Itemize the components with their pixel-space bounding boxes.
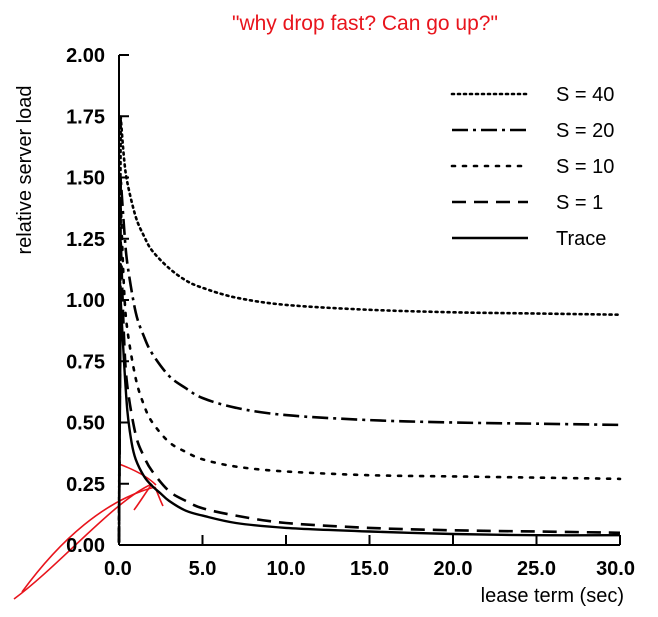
y-axis-title: relative server load [14, 86, 36, 255]
series-line-s-40 [117, 116, 622, 544]
y-tick-label: 0.25 [66, 474, 105, 496]
legend: S = 40 S = 20 S = 10 S = 1 Trace [450, 84, 614, 250]
series-line-s-20 [117, 177, 621, 543]
y-tick-label: 0.50 [66, 413, 105, 435]
series-line-s-10 [117, 201, 622, 544]
x-tick-label: 10.0 [267, 558, 306, 580]
legend-label-trace: Trace [556, 228, 606, 250]
handwritten-arrow-annotation [13, 463, 164, 600]
y-tick-label: 2.00 [66, 45, 105, 67]
y-tick-label: 0.75 [66, 351, 105, 373]
series-line-trace [117, 299, 621, 543]
x-tick-label: 15.0 [350, 558, 389, 580]
annotation-text: "why drop fast? Can go up?" [232, 12, 498, 35]
x-ticks: 0.0 5.0 10.0 15.0 20.0 25.0 30.0 [104, 535, 635, 580]
x-axis-title: lease term (sec) [481, 585, 624, 607]
legend-label-s-20: S = 20 [556, 120, 614, 142]
axes [118, 55, 620, 546]
x-tick-label: 25.0 [517, 558, 556, 580]
legend-label-s-40: S = 40 [556, 84, 614, 106]
legend-label-s-10: S = 10 [556, 156, 614, 178]
y-ticks: 0.00 0.25 0.50 0.75 1.00 1.25 1.50 1.75 2.00 [66, 45, 129, 557]
series-lines [117, 116, 622, 544]
y-tick-label: 1.50 [66, 168, 105, 190]
y-tick-label: 1.25 [66, 229, 105, 251]
x-tick-label: 20.0 [434, 558, 473, 580]
x-tick-label: 30.0 [596, 558, 635, 580]
x-tick-label: 0.0 [104, 558, 132, 580]
y-tick-label: 1.00 [66, 290, 105, 312]
x-tick-label: 5.0 [189, 558, 217, 580]
legend-label-s-1: S = 1 [556, 192, 603, 214]
y-tick-label: 0.00 [66, 535, 105, 557]
y-tick-label: 1.75 [66, 106, 105, 128]
